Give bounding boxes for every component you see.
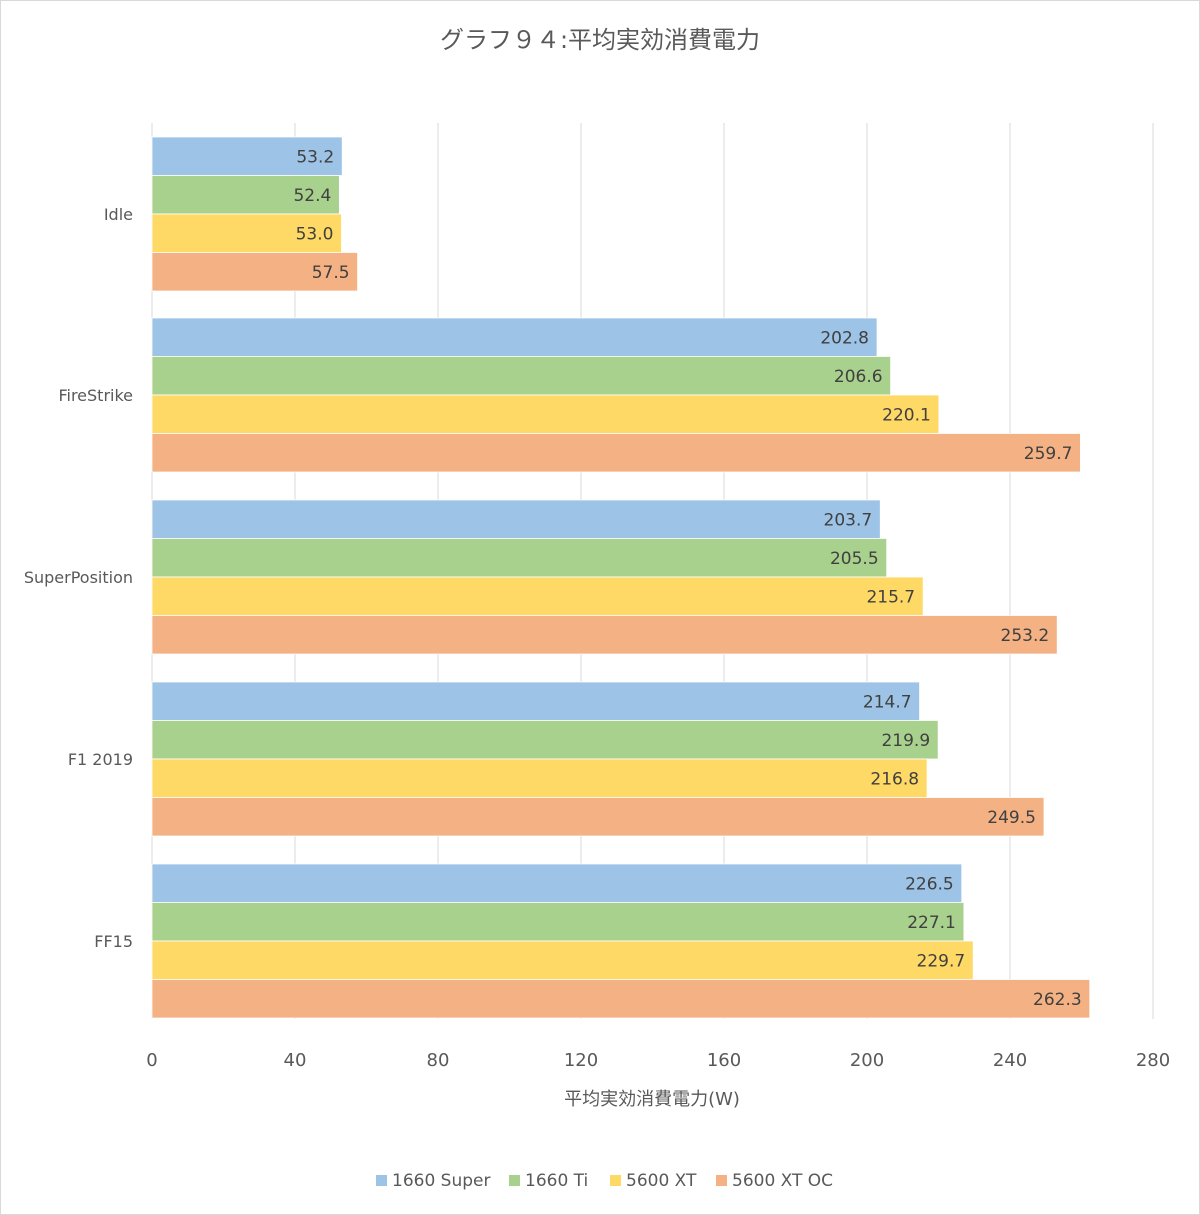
- data-label: 202.8: [820, 328, 869, 348]
- category-label: FireStrike: [58, 386, 133, 405]
- x-tick-label: 160: [707, 1050, 741, 1071]
- x-tick-label: 200: [850, 1050, 884, 1071]
- data-label: 206.6: [834, 367, 883, 387]
- legend-label: 5600 XT OC: [732, 1171, 833, 1191]
- category-labels: Idle FireStrike SuperPosition F1 2019 FF15: [24, 205, 133, 951]
- bar: [151, 940, 974, 980]
- x-tick-label: 120: [564, 1050, 598, 1071]
- data-label: 249.5: [987, 808, 1036, 828]
- bar: [151, 681, 920, 721]
- bar: [151, 902, 965, 942]
- bar: [151, 394, 940, 434]
- data-label: 253.2: [1001, 626, 1050, 646]
- data-labels: 53.2 202.8 203.7 214.7 226.5 52.4 206.6 205.5 21…: [293, 147, 1081, 1010]
- data-label: 219.9: [881, 731, 930, 751]
- chart-title: グラフ９４:平均実効消費電力: [440, 26, 760, 54]
- bar: [151, 136, 343, 176]
- legend: 1660 Super 1660 Ti 5600 XT 5600 XT OC: [376, 1171, 833, 1191]
- data-label: 57.5: [312, 263, 350, 283]
- bar: [151, 576, 924, 616]
- x-tick-label: 40: [284, 1050, 307, 1071]
- data-label: 229.7: [917, 951, 966, 971]
- data-label: 220.1: [882, 405, 931, 425]
- bar: [151, 317, 878, 357]
- legend-label: 1660 Super: [392, 1171, 490, 1191]
- category-label: F1 2019: [68, 750, 133, 769]
- data-label: 216.8: [870, 769, 919, 789]
- bar: [151, 538, 888, 578]
- data-label: 226.5: [905, 874, 954, 894]
- bar: [151, 433, 1081, 473]
- bar: [151, 758, 928, 798]
- data-label: 203.7: [824, 510, 873, 530]
- data-label: 53.2: [296, 147, 334, 167]
- bar: [151, 175, 340, 215]
- category-label: FF15: [94, 932, 133, 951]
- legend-label: 5600 XT: [626, 1171, 697, 1191]
- bar: [151, 213, 342, 253]
- x-tick-label: 280: [1136, 1050, 1170, 1071]
- legend-label: 1660 Ti: [525, 1171, 588, 1191]
- legend-swatch: [376, 1175, 387, 1186]
- data-label: 259.7: [1024, 444, 1073, 464]
- category-label: Idle: [104, 205, 133, 224]
- bar: [151, 356, 891, 396]
- data-label: 205.5: [830, 549, 879, 569]
- data-label: 214.7: [863, 692, 912, 712]
- x-tick-label: 240: [993, 1050, 1027, 1071]
- bar: [151, 615, 1058, 655]
- x-tick-labels: 0 40 80 120 160 200 240 280: [146, 1050, 1170, 1071]
- legend-swatch: [509, 1175, 520, 1186]
- legend-swatch: [610, 1175, 621, 1186]
- data-label: 215.7: [866, 587, 915, 607]
- data-label: 227.1: [907, 913, 956, 933]
- bar: [151, 252, 358, 292]
- legend-swatch: [716, 1175, 727, 1186]
- data-label: 52.4: [293, 186, 331, 206]
- x-axis-title: 平均実効消費電力(W): [564, 1089, 740, 1110]
- category-label: SuperPosition: [24, 568, 133, 587]
- x-tick-label: 80: [427, 1050, 450, 1071]
- bar: [151, 499, 881, 539]
- bar: [151, 863, 963, 903]
- x-tick-label: 0: [146, 1050, 157, 1071]
- bar: [151, 979, 1091, 1019]
- data-label: 262.3: [1033, 990, 1082, 1010]
- bar: [151, 720, 939, 760]
- data-label: 53.0: [296, 224, 334, 244]
- bar: [151, 797, 1045, 837]
- bars: [151, 136, 1091, 1019]
